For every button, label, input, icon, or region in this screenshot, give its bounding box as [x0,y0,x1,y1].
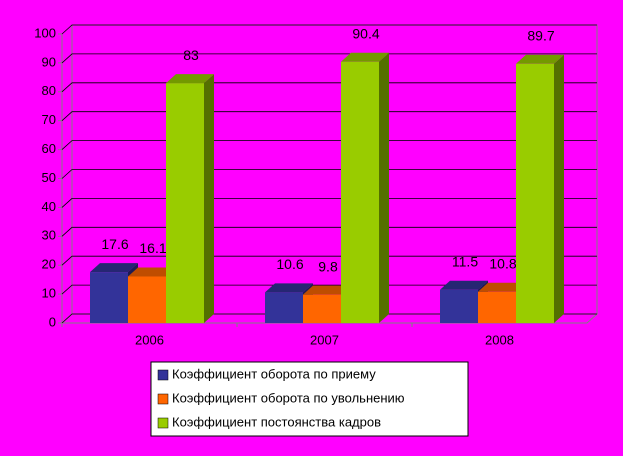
legend-swatch [157,369,169,381]
y-tick-label: 90 [42,54,56,69]
x-tick-label: 2007 [310,332,339,347]
bar [440,289,478,323]
grid-line [61,53,597,64]
grid-line [61,226,597,237]
bar [303,294,341,323]
bar-top [303,285,351,295]
value-label: 89.7 [527,27,554,43]
grid-line [61,313,597,324]
bar-side [379,52,389,324]
y-tick-label: 10 [42,286,56,301]
legend-swatch [157,417,169,429]
bar-top [265,283,313,293]
bar [166,83,204,323]
value-label: 16.1 [139,240,166,256]
legend-label: Коэффициент постоянства кадров [172,414,381,429]
bar-side [204,74,214,323]
bar [516,63,554,323]
value-label: 90.4 [352,25,379,41]
value-label: 11.5 [452,253,478,269]
grid-line [61,111,597,121]
y-tick-label: 20 [42,257,56,272]
y-tick-label: 100 [34,25,56,40]
grid-line [61,284,597,295]
x-tick-label: 2008 [485,332,514,347]
bar-top [166,74,214,84]
bar [128,276,166,323]
grid-line [61,82,597,93]
value-label: 10.8 [489,255,516,271]
legend [150,361,469,437]
legend-label: Коэффициент оборота по увольнению [172,390,405,405]
y-tick-label: 40 [42,199,56,214]
value-label: 17.6 [101,236,128,252]
y-tick-label: 60 [42,141,56,156]
value-label: 83 [183,47,199,63]
bar [90,272,128,323]
bar-top [478,282,526,292]
bar-top [440,280,488,290]
grid-line [61,255,597,266]
bar-top [516,54,564,64]
bar-side [554,54,564,323]
legend-swatch [157,393,169,405]
y-tick-label: 0 [49,314,56,329]
grid-line [61,140,597,150]
y-tick-label: 70 [42,112,56,127]
grid-line [61,197,597,208]
bar [478,291,516,323]
y-tick-label: 30 [42,228,56,243]
x-tick-label: 2006 [135,332,164,347]
grid-line [61,169,597,179]
grid-line [61,24,597,35]
bar [265,292,303,323]
y-tick-label: 80 [42,83,56,98]
bar-top [90,263,138,273]
bar-top [128,267,176,277]
value-label: 10.6 [276,256,303,272]
bar-top [341,52,389,62]
value-label: 9.8 [318,258,338,274]
bar [341,61,379,324]
y-tick-label: 50 [42,170,56,185]
legend-label: Коэффициент оборота по приему [172,366,376,381]
